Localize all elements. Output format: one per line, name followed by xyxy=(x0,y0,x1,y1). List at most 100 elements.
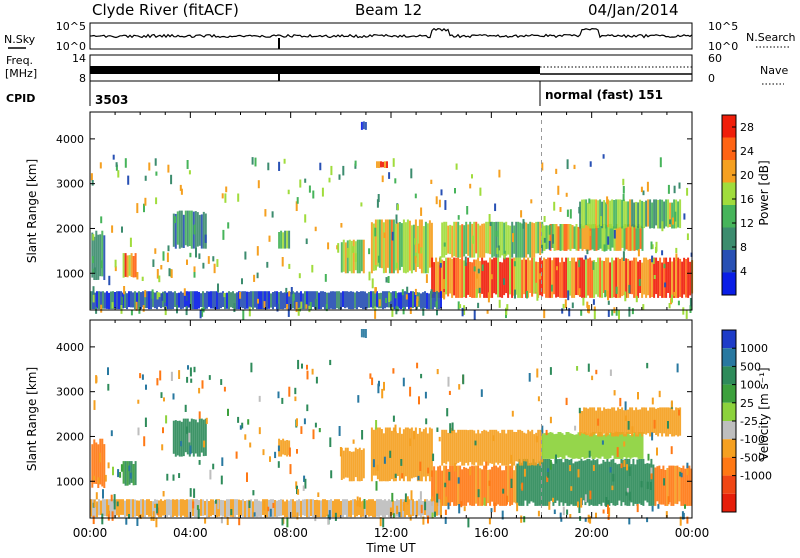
data-cell xyxy=(400,292,402,310)
data-cell xyxy=(493,222,496,257)
data-cell xyxy=(226,292,228,309)
power-noise-specks xyxy=(90,154,693,320)
data-cell xyxy=(667,199,670,228)
data-cell xyxy=(611,199,614,229)
data-cell xyxy=(627,201,630,227)
data-cell xyxy=(563,261,566,298)
noise-speck xyxy=(487,292,490,303)
data-cell xyxy=(549,432,552,459)
noise-speck xyxy=(436,309,438,316)
noise-speck xyxy=(220,516,223,524)
data-cell xyxy=(503,222,506,258)
data-cell xyxy=(591,432,594,459)
noise-speck xyxy=(97,477,100,484)
data-cell xyxy=(670,465,673,506)
data-cell xyxy=(635,226,638,251)
data-cell xyxy=(362,239,365,274)
data-cell xyxy=(497,257,500,298)
data-cell xyxy=(517,221,520,258)
data-cell xyxy=(531,257,534,297)
data-cell xyxy=(326,500,328,517)
noise-speck xyxy=(311,368,314,375)
data-cell xyxy=(433,262,436,298)
noise-speck xyxy=(600,216,603,227)
data-cell xyxy=(677,257,680,298)
data-cell xyxy=(613,200,616,229)
noise-speck xyxy=(661,250,664,256)
data-cell xyxy=(240,291,242,308)
noise-speck xyxy=(91,180,94,186)
noise-speck xyxy=(363,499,366,509)
data-cell xyxy=(236,292,238,310)
data-cell xyxy=(348,500,350,517)
colorbar-tick-label: 8 xyxy=(740,241,747,254)
data-cell xyxy=(657,260,660,298)
data-cell xyxy=(477,465,480,506)
data-cell xyxy=(525,259,528,298)
noise-speck xyxy=(584,517,587,522)
data-cell xyxy=(144,500,146,518)
data-cell xyxy=(192,419,195,457)
data-cell xyxy=(625,410,628,437)
noise-speck xyxy=(277,461,280,468)
data-cell xyxy=(657,407,660,437)
noise-speck xyxy=(475,273,478,279)
noise-speck xyxy=(637,249,640,257)
data-cell xyxy=(629,225,632,251)
noise-speck xyxy=(187,365,189,370)
noise-speck xyxy=(119,472,122,478)
data-cell xyxy=(589,433,592,457)
data-cell xyxy=(589,407,592,437)
data-cell xyxy=(644,463,647,501)
noise-speck xyxy=(324,274,327,282)
data-cell xyxy=(364,122,367,130)
data-cell xyxy=(290,292,292,310)
noise-speck xyxy=(248,306,251,317)
data-cell xyxy=(114,292,116,309)
noise-speck xyxy=(188,432,191,443)
noise-speck xyxy=(189,252,192,258)
data-cell xyxy=(254,499,256,517)
noise-speck xyxy=(311,264,314,273)
data-cell xyxy=(372,223,375,271)
noise-speck xyxy=(682,307,685,315)
data-cell xyxy=(511,258,514,298)
data-cell xyxy=(633,410,636,433)
data-cell xyxy=(406,219,409,273)
noise-speck xyxy=(107,383,110,391)
noise-speck xyxy=(449,423,452,434)
data-cell xyxy=(230,499,232,517)
data-cell xyxy=(101,230,104,277)
noise-speck xyxy=(553,509,556,515)
noise-speck xyxy=(503,278,505,285)
data-cell xyxy=(597,432,600,459)
data-cell xyxy=(677,201,680,228)
noise-speck xyxy=(546,476,549,483)
noise-speck xyxy=(535,282,538,293)
data-cell xyxy=(376,291,378,308)
data-cell xyxy=(483,260,486,298)
noise-speck xyxy=(374,309,377,319)
noise-speck xyxy=(383,232,386,238)
velocity-noise-specks xyxy=(92,359,689,528)
noise-speck xyxy=(577,501,579,508)
noise-speck xyxy=(478,287,481,294)
noise-speck xyxy=(166,252,169,263)
data-cell xyxy=(160,499,162,518)
data-cell xyxy=(682,465,685,506)
data-cell xyxy=(447,225,450,254)
data-cell xyxy=(529,260,532,293)
data-cell xyxy=(124,253,127,277)
data-cell xyxy=(204,213,207,249)
noise-speck xyxy=(92,268,95,273)
noise-speck xyxy=(427,467,430,474)
data-cell xyxy=(609,262,612,298)
noise-speck xyxy=(139,514,142,519)
noise-speck xyxy=(239,425,242,430)
data-cell xyxy=(306,499,308,518)
data-cell xyxy=(436,291,438,310)
noise-speck xyxy=(376,464,379,471)
data-cell xyxy=(485,430,488,463)
noise-speck xyxy=(545,429,548,436)
noise-speck xyxy=(296,485,298,495)
